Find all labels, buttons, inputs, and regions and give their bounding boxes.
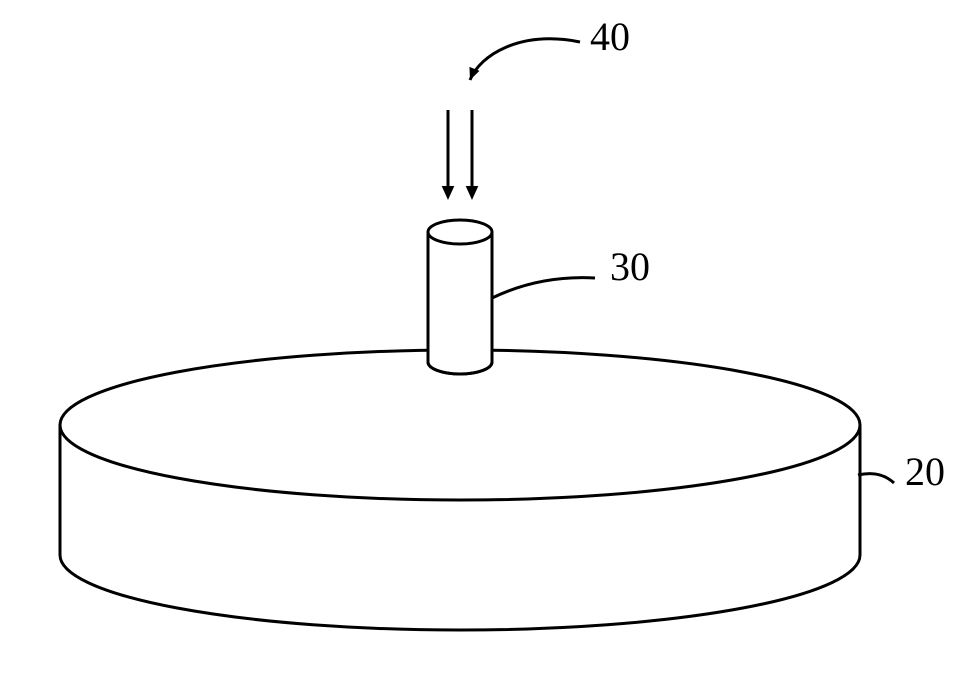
center-pillar <box>428 220 492 374</box>
label-20: 20 <box>905 449 945 494</box>
pillar-side-fill <box>428 232 492 362</box>
down-arrows <box>442 110 479 200</box>
label-40-leader <box>470 39 580 80</box>
label-40: 40 <box>590 14 630 59</box>
label-30: 30 <box>610 244 650 289</box>
label-20-leader <box>858 474 894 483</box>
base-disk <box>60 350 860 630</box>
label-30-leader <box>492 278 595 298</box>
pillar-top-ellipse <box>428 220 492 244</box>
